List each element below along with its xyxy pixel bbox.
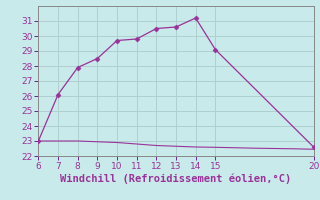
X-axis label: Windchill (Refroidissement éolien,°C): Windchill (Refroidissement éolien,°C) bbox=[60, 173, 292, 184]
